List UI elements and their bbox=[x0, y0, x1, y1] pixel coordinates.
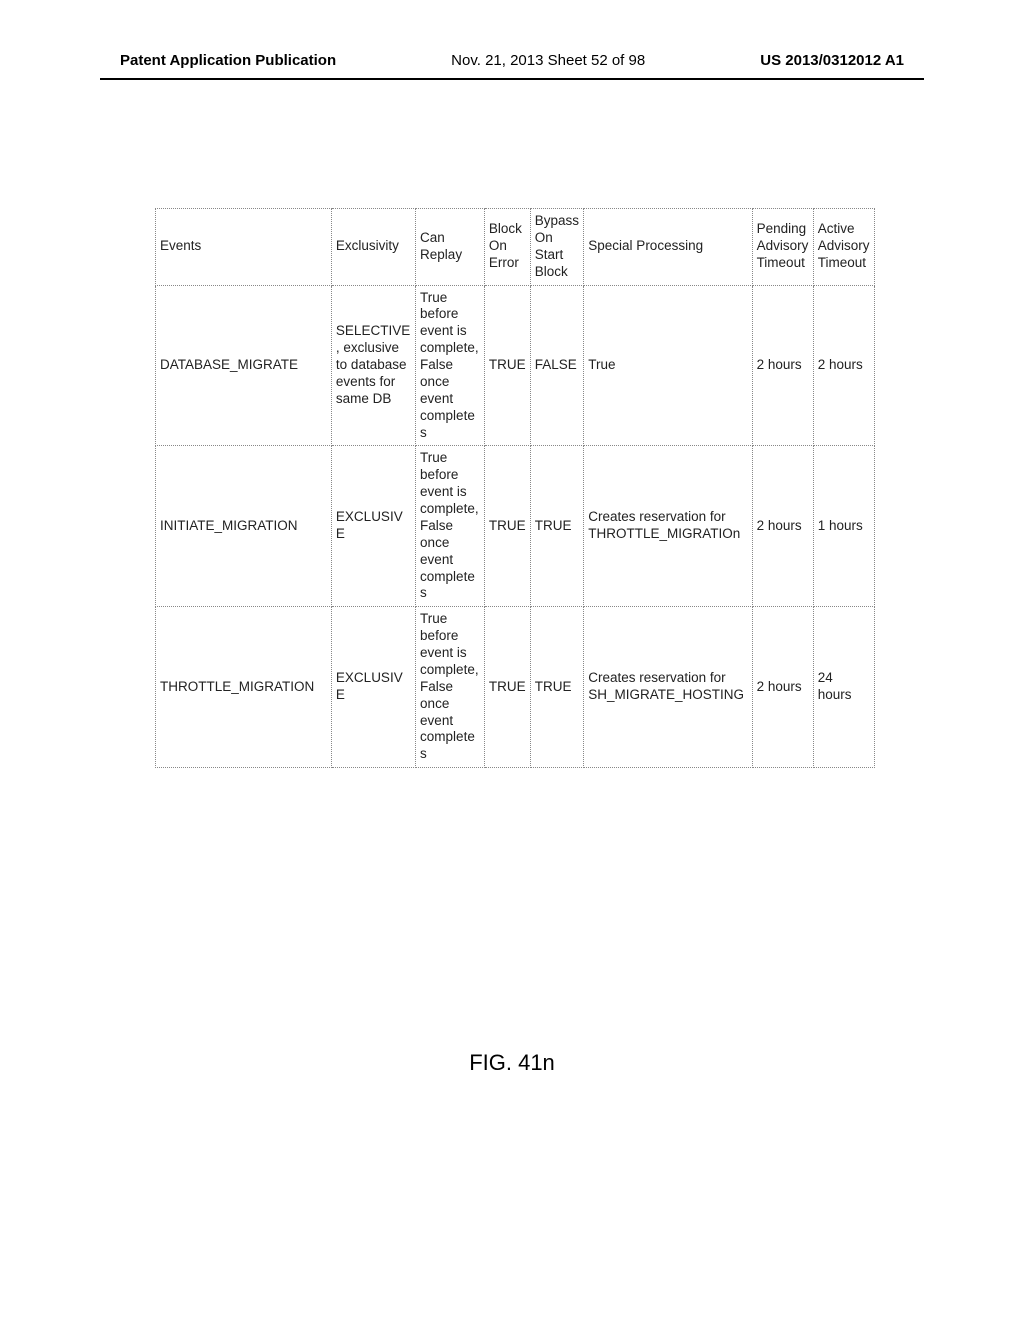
table-cell: TRUE bbox=[530, 607, 584, 768]
events-table-wrap: EventsExclusivityCan ReplayBlock On Erro… bbox=[155, 208, 875, 768]
table-header-cell: Can Replay bbox=[416, 209, 485, 286]
table-cell: True before event is complete, False onc… bbox=[416, 285, 485, 446]
table-cell: 2 hours bbox=[752, 285, 813, 446]
table-cell: EXCLUSIVE bbox=[331, 446, 415, 607]
figure-label: FIG. 41n bbox=[0, 1050, 1024, 1076]
table-cell: FALSE bbox=[530, 285, 584, 446]
table-cell: 2 hours bbox=[813, 285, 874, 446]
table-cell: TRUE bbox=[484, 446, 530, 607]
table-row: INITIATE_MIGRATIONEXCLUSIVETrue before e… bbox=[156, 446, 875, 607]
page-header: Patent Application Publication Nov. 21, … bbox=[0, 52, 1024, 69]
table-header-row: EventsExclusivityCan ReplayBlock On Erro… bbox=[156, 209, 875, 286]
table-row: THROTTLE_MIGRATIONEXCLUSIVETrue before e… bbox=[156, 607, 875, 768]
table-header-cell: Special Processing bbox=[584, 209, 752, 286]
table-cell: INITIATE_MIGRATION bbox=[156, 446, 332, 607]
table-header-cell: Exclusivity bbox=[331, 209, 415, 286]
table-cell: Creates reservation for THROTTLE_MIGRATI… bbox=[584, 446, 752, 607]
header-rule bbox=[100, 78, 924, 80]
table-header-cell: Block On Error bbox=[484, 209, 530, 286]
table-cell: TRUE bbox=[484, 607, 530, 768]
table-header-cell: Bypass On Start Block bbox=[530, 209, 584, 286]
table-cell: 1 hours bbox=[813, 446, 874, 607]
table-cell: TRUE bbox=[530, 446, 584, 607]
table-header-cell: Active Advisory Timeout bbox=[813, 209, 874, 286]
header-left: Patent Application Publication bbox=[120, 52, 336, 69]
table-header-cell: Events bbox=[156, 209, 332, 286]
table-cell: True bbox=[584, 285, 752, 446]
table-header-cell: Pending Advisory Timeout bbox=[752, 209, 813, 286]
table-row: DATABASE_MIGRATESELECTIVE, exclusive to … bbox=[156, 285, 875, 446]
table-cell: THROTTLE_MIGRATION bbox=[156, 607, 332, 768]
table-cell: SELECTIVE, exclusive to database events … bbox=[331, 285, 415, 446]
table-cell: Creates reservation for SH_MIGRATE_HOSTI… bbox=[584, 607, 752, 768]
table-cell: True before event is complete, False onc… bbox=[416, 446, 485, 607]
events-table: EventsExclusivityCan ReplayBlock On Erro… bbox=[155, 208, 875, 768]
table-cell: DATABASE_MIGRATE bbox=[156, 285, 332, 446]
header-center: Nov. 21, 2013 Sheet 52 of 98 bbox=[451, 52, 645, 69]
table-cell: 2 hours bbox=[752, 607, 813, 768]
table-cell: True before event is complete, False onc… bbox=[416, 607, 485, 768]
table-cell: TRUE bbox=[484, 285, 530, 446]
table-cell: 24 hours bbox=[813, 607, 874, 768]
header-right: US 2013/0312012 A1 bbox=[760, 52, 904, 69]
table-cell: EXCLUSIVE bbox=[331, 607, 415, 768]
table-cell: 2 hours bbox=[752, 446, 813, 607]
